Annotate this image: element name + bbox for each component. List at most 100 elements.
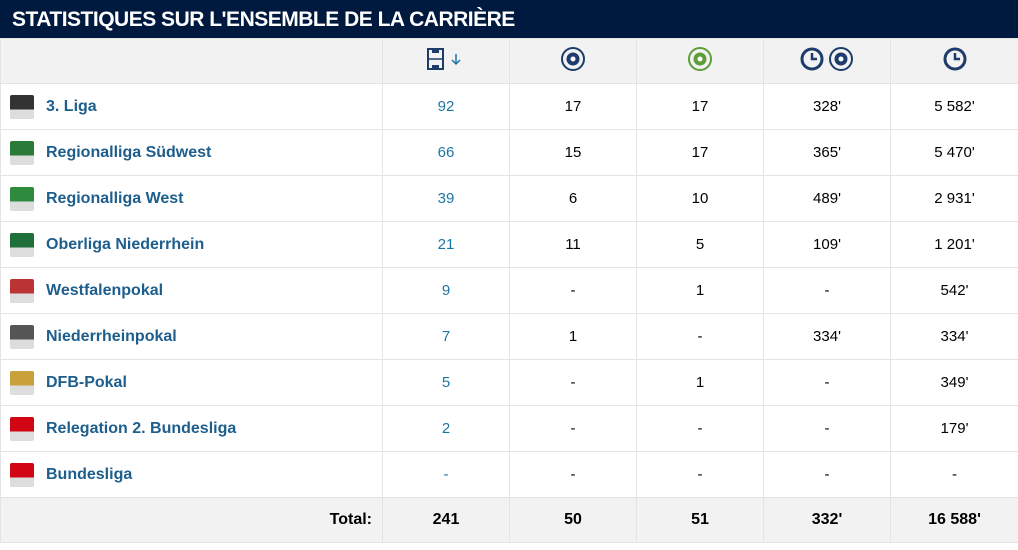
competition-cell: Bundesliga [0,451,383,498]
competition-link[interactable]: Bundesliga [46,465,133,483]
matches-link[interactable]: 66 [437,144,455,161]
competition-row: 3. Liga 92 17 17 328' 5 582' [0,83,1018,130]
competition-cell: Relegation 2. Bundesliga [0,405,383,452]
stat-value: 542' [940,282,969,299]
stat-cell: - [636,451,764,498]
competition-link[interactable]: Niederrheinpokal [46,327,177,345]
stat-value: - [697,328,703,345]
stat-value: 179' [940,420,969,437]
icon-pitch [427,48,461,70]
stat-value: - [697,466,703,483]
stat-value: - [824,374,830,391]
stat-cell: 17 [509,83,637,130]
stat-cell: 6 [509,175,637,222]
total-value: 332' [763,497,891,543]
competition-row: Westfalenpokal 9 - 1 - 542' [0,267,1018,314]
competition-link[interactable]: Oberliga Niederrhein [46,235,205,253]
competition-row: Oberliga Niederrhein 21 11 5 109' 1 201' [0,221,1018,268]
matches-link[interactable]: 7 [441,328,451,345]
stat-value: 1 [695,374,705,391]
competition-row: Relegation 2. Bundesliga 2 - - - 179' [0,405,1018,452]
header-goals[interactable] [509,38,637,84]
competition-logo [10,94,34,119]
stat-cell: 2 931' [890,175,1018,222]
stat-cell: 1 [636,359,764,406]
section-title: STATISTIQUES SUR L'ENSEMBLE DE LA CARRIÈ… [0,0,1018,38]
stat-value: 17 [564,98,582,115]
competition-row: Niederrheinpokal 7 1 - 334' 334' [0,313,1018,360]
competition-link[interactable]: DFB-Pokal [46,373,127,391]
competition-link[interactable]: Relegation 2. Bundesliga [46,419,237,437]
icon-clock-ball [800,47,853,71]
stat-value: 5 582' [934,98,975,115]
stat-value: 15 [564,144,582,161]
stat-cell: - [763,451,891,498]
stat-cell: - [890,451,1018,498]
competition-logo [10,140,34,165]
competition-row: DFB-Pokal 5 - 1 - 349' [0,359,1018,406]
stat-cell: - [636,313,764,360]
competition-logo [10,462,34,487]
competition-link[interactable]: Regionalliga Südwest [46,143,212,161]
competition-cell: DFB-Pokal [0,359,383,406]
header-minutes[interactable] [890,38,1018,84]
stat-cell: 1 [636,267,764,314]
stat-cell: - [509,359,637,406]
stat-value: 334' [940,328,969,345]
header-matches[interactable] [382,38,510,84]
matches-link[interactable]: 92 [437,98,455,115]
matches-link[interactable]: 9 [441,282,451,299]
competition-link[interactable]: 3. Liga [46,97,97,115]
stat-value: 5 [695,236,705,253]
stat-value: - [952,466,957,483]
stat-value: 109' [813,236,841,253]
stat-value: 1 201' [934,236,975,253]
competition-link[interactable]: Westfalenpokal [46,281,164,299]
total-value: 51 [636,497,764,543]
stats-table: 3. Liga 92 17 17 328' 5 582' Regionalliga Südw… [0,38,1018,543]
matches-link[interactable]: 21 [437,236,455,253]
stat-cell: - [382,451,510,498]
stat-value: 349' [940,374,969,391]
stat-cell: 39 [382,175,510,222]
matches-link[interactable]: 39 [437,190,455,207]
stat-cell: 334' [890,313,1018,360]
header-row [0,38,1018,84]
stat-cell: 349' [890,359,1018,406]
stat-value: - [570,420,576,437]
header-assists[interactable] [636,38,764,84]
matches-link[interactable]: 5 [441,374,451,391]
stat-cell: 542' [890,267,1018,314]
total-label: Total: [0,497,383,543]
competition-logo [10,370,34,395]
competition-logo [10,186,34,211]
stat-value: - [824,282,830,299]
stat-cell: - [636,405,764,452]
stat-cell: 334' [763,313,891,360]
stat-value: 1 [695,282,705,299]
total-value: 241 [382,497,510,543]
stat-cell: - [763,405,891,452]
stat-cell: 2 [382,405,510,452]
competition-link[interactable]: Regionalliga West [46,189,184,207]
stat-cell: 1 201' [890,221,1018,268]
stat-cell: - [763,267,891,314]
stat-cell: - [763,359,891,406]
matches-link[interactable]: - [443,466,449,483]
competition-logo [10,232,34,257]
matches-link[interactable]: 2 [441,420,451,437]
stat-value: 328' [813,98,841,115]
header-minutes-per-goal[interactable] [763,38,891,84]
stat-cell: 66 [382,129,510,176]
stat-cell: 17 [636,83,764,130]
stat-value: - [824,420,830,437]
stat-value: - [570,282,576,299]
icon-ball [561,47,585,71]
stat-value: - [570,374,576,391]
stat-value: 2 931' [934,190,975,207]
stat-value: 334' [813,328,841,345]
stat-value: 1 [568,328,578,345]
header-blank [0,38,383,84]
competition-cell: Oberliga Niederrhein [0,221,383,268]
icon-ball-green [688,47,712,71]
